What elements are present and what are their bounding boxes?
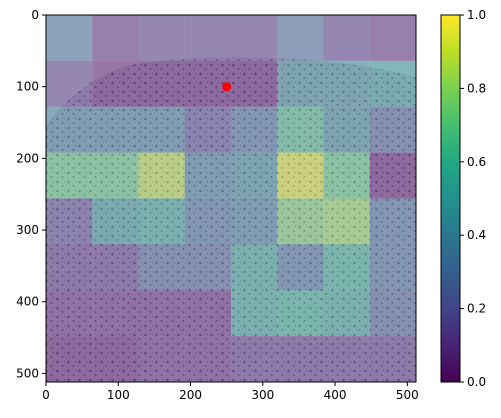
heatmap-cell bbox=[369, 290, 416, 337]
heatmap-cell bbox=[231, 244, 278, 291]
heatmap-cell bbox=[138, 198, 185, 245]
plot-frame bbox=[45, 14, 417, 383]
heatmap-cells bbox=[46, 15, 416, 382]
y-tick-label: 500 bbox=[16, 366, 39, 380]
colorbar-tick-label: 0.0 bbox=[467, 375, 486, 389]
colorbar: 0.0 0.2 0.4 0.6 0.8 1.0 bbox=[440, 8, 486, 389]
heatmap-cell bbox=[92, 152, 139, 199]
heatmap-cell bbox=[323, 198, 370, 245]
heatmap-cell bbox=[46, 60, 93, 107]
heatmap-cell bbox=[46, 244, 93, 291]
heatmap-cell bbox=[323, 152, 370, 199]
heatmap-cell bbox=[92, 60, 139, 107]
heatmap-cell bbox=[369, 152, 416, 199]
heatmap-cell bbox=[184, 106, 231, 153]
heatmap-cell bbox=[46, 336, 93, 382]
heatmap-cell bbox=[92, 244, 139, 291]
heatmap-cell bbox=[369, 336, 416, 382]
colorbar-gradient bbox=[440, 14, 461, 383]
x-axis: 0 100 200 300 400 500 bbox=[42, 382, 419, 402]
heatmap-cell bbox=[138, 290, 185, 337]
heatmap-cell bbox=[92, 290, 139, 337]
heatmap-cell bbox=[277, 336, 324, 382]
y-tick-label: 400 bbox=[16, 295, 39, 309]
heatmap-cell bbox=[184, 336, 231, 382]
heatmap-cell bbox=[138, 106, 185, 153]
heatmap-cell bbox=[231, 60, 278, 107]
heatmap-cell bbox=[231, 336, 278, 382]
heatmap-cell bbox=[138, 60, 185, 107]
heatmap-cell bbox=[46, 290, 93, 337]
heatmap-cell bbox=[369, 15, 416, 61]
colorbar-tick-label: 0.6 bbox=[467, 155, 486, 169]
heatmap-cell bbox=[231, 15, 278, 61]
x-tick-label: 500 bbox=[396, 388, 419, 402]
heatmap-cell bbox=[46, 198, 93, 245]
heatmap-cell bbox=[184, 290, 231, 337]
heatmap-cell bbox=[323, 244, 370, 291]
y-tick-label: 300 bbox=[16, 223, 39, 237]
heatmap-cell bbox=[46, 106, 93, 153]
x-tick-label: 0 bbox=[42, 388, 50, 402]
heatmap-cell bbox=[138, 244, 185, 291]
heatmap-cell bbox=[277, 198, 324, 245]
heatmap-cell bbox=[323, 290, 370, 337]
heatmap-cell bbox=[277, 60, 324, 107]
heatmap-cell bbox=[184, 198, 231, 245]
heatmap-cell bbox=[46, 152, 93, 199]
heatmap-cell bbox=[231, 198, 278, 245]
heatmap-cell bbox=[92, 15, 139, 61]
heatmap-cell bbox=[277, 152, 324, 199]
colorbar-tick-label: 0.8 bbox=[467, 81, 486, 95]
heatmap-cell bbox=[323, 336, 370, 382]
heatmap-cell bbox=[369, 198, 416, 245]
heatmap-cell bbox=[369, 106, 416, 153]
y-tick-label: 0 bbox=[31, 8, 39, 22]
heatmap-cell bbox=[323, 15, 370, 61]
heatmap-cell bbox=[184, 244, 231, 291]
heatmap-cell bbox=[46, 15, 93, 61]
heatmap-cell bbox=[369, 60, 416, 107]
heatmap-cell bbox=[138, 336, 185, 382]
heatmap-cell bbox=[231, 152, 278, 199]
heatmap-cell bbox=[323, 60, 370, 107]
heatmap-cell bbox=[138, 152, 185, 199]
red-marker-point bbox=[222, 82, 232, 92]
heatmap-cell bbox=[277, 15, 324, 61]
x-tick-label: 200 bbox=[179, 388, 202, 402]
heatmap-cell bbox=[231, 106, 278, 153]
x-tick-label: 100 bbox=[107, 388, 130, 402]
y-tick-label: 100 bbox=[16, 80, 39, 94]
heatmap-cell bbox=[231, 290, 278, 337]
y-axis: 0 100 200 300 400 500 bbox=[16, 8, 46, 380]
x-tick-label: 400 bbox=[324, 388, 347, 402]
heatmap-cell bbox=[277, 290, 324, 337]
heatmap-cell bbox=[369, 244, 416, 291]
y-tick-label: 200 bbox=[16, 151, 39, 165]
heatmap-cell bbox=[138, 15, 185, 61]
heatmap-cell bbox=[277, 106, 324, 153]
heatmap-cell bbox=[323, 106, 370, 153]
colorbar-tick-label: 0.4 bbox=[467, 228, 486, 242]
x-tick-label: 300 bbox=[251, 388, 274, 402]
colorbar-tick-label: 0.2 bbox=[467, 302, 486, 316]
heatmap-cell bbox=[92, 106, 139, 153]
colorbar-tick-label: 1.0 bbox=[467, 8, 486, 22]
heatmap-cell bbox=[184, 152, 231, 199]
heatmap-cell bbox=[184, 15, 231, 61]
heatmap-cell bbox=[277, 244, 324, 291]
heatmap-cell bbox=[92, 336, 139, 382]
heatmap-cell bbox=[92, 198, 139, 245]
plot-area bbox=[45, 14, 417, 383]
colorbar-ticks: 0.0 0.2 0.4 0.6 0.8 1.0 bbox=[460, 8, 486, 389]
